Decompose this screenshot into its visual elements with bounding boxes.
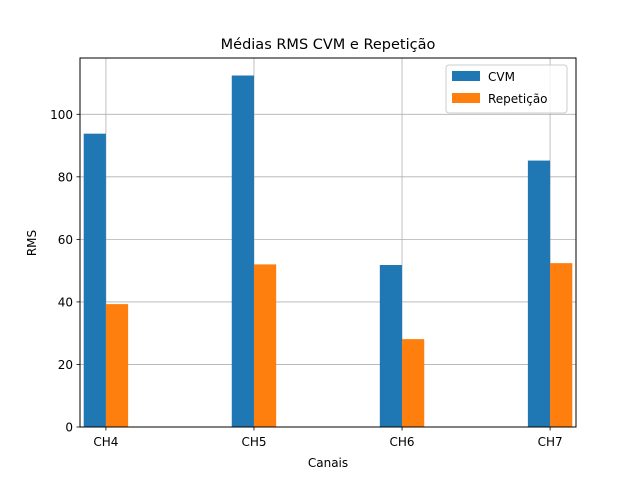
bar-cvm-ch7 (527, 160, 551, 427)
y-tick-label: 100 (50, 108, 73, 122)
bar-cvm-ch4 (83, 133, 106, 427)
legend-swatch (452, 71, 480, 81)
x-axis: CH4 CH5 CH6 CH7 (93, 427, 563, 449)
bar-cvm-ch6 (379, 265, 403, 427)
y-tick-label: 40 (58, 295, 73, 309)
legend-swatch (452, 93, 480, 103)
x-tick-label: CH4 (93, 435, 118, 449)
y-tick-label: 0 (65, 421, 73, 435)
y-tick-label: 80 (58, 170, 73, 184)
y-axis-label: RMS (25, 230, 39, 256)
bars (83, 75, 573, 427)
x-tick-label: CH5 (241, 435, 266, 449)
legend-label: Repetição (488, 92, 548, 106)
chart-title: Médias RMS CVM e Repetição (221, 37, 436, 53)
bar-cvm-ch5 (231, 75, 254, 427)
plot-frame (79, 57, 577, 428)
bar-repetição-ch5 (253, 264, 277, 427)
x-tick-label: CH7 (538, 435, 563, 449)
y-tick-label: 20 (58, 358, 73, 372)
bar-repetição-ch4 (105, 304, 129, 427)
x-tick-label: CH6 (390, 435, 415, 449)
legend: CVM Repetição (445, 64, 568, 114)
legend-label: CVM (488, 70, 515, 84)
y-tick-label: 60 (58, 233, 73, 247)
bar-repetição-ch7 (550, 263, 573, 427)
y-axis: 0 20 40 60 80 100 (50, 108, 80, 435)
x-axis-label: Canais (308, 456, 348, 470)
bar-repetição-ch6 (402, 339, 425, 427)
